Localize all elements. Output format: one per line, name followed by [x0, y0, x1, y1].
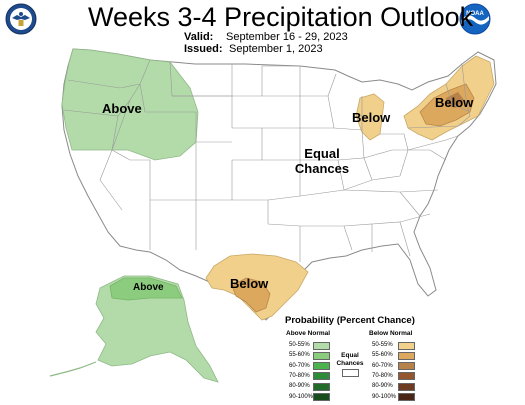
- noaa-logo-text: NOAA: [466, 11, 484, 17]
- label-above-west: Above: [102, 101, 142, 116]
- issued-label: Issued:: [184, 43, 223, 55]
- legend-above-label: 70-80%: [289, 372, 310, 379]
- legend-above-label: 80-90%: [289, 383, 310, 390]
- legend-below-label: 90-100%: [372, 393, 397, 400]
- noaa-eagle-seal-icon: [5, 3, 37, 35]
- label-chances: Chances: [294, 161, 350, 176]
- valid-dates: September 16 - 29, 2023: [226, 31, 348, 43]
- legend-above-label: 60-70%: [289, 362, 310, 369]
- legend-above-swatch: [313, 351, 330, 360]
- northeast-below-center-region: [446, 92, 464, 108]
- legend-above-label: 55-60%: [289, 352, 310, 359]
- legend-below-swatch: [398, 372, 415, 381]
- northeast-below-core-region: [419, 83, 475, 127]
- legend-below-swatch: [398, 351, 415, 360]
- legend-above-swatch: [313, 393, 330, 401]
- texas-below-core-region: [231, 277, 271, 313]
- issued-date: September 1, 2023: [229, 43, 323, 55]
- legend-below-swatch: [398, 362, 415, 371]
- alaska-above-north-region: [109, 277, 183, 301]
- valid-label: Valid:: [184, 31, 214, 43]
- legend-above-label: 50-55%: [289, 342, 310, 348]
- legend-above-swatch: [313, 362, 330, 371]
- label-equal: Equal: [304, 146, 340, 161]
- state-boundaries: [63, 59, 471, 262]
- noaa-globe-logo-icon: NOAA: [459, 3, 491, 35]
- legend-equal-label: Equal: [341, 352, 359, 359]
- legend-chances-label: Chances: [336, 360, 364, 367]
- label-above-alaska: Above: [133, 282, 164, 293]
- legend-title: Probability (Percent Chance): [285, 315, 415, 326]
- legend-below-label: 50-55%: [372, 342, 393, 348]
- legend-below-label: 60-70%: [372, 362, 393, 369]
- legend-equal-swatch: [342, 369, 359, 377]
- label-below-great-lakes: Below: [352, 110, 391, 125]
- legend-above-swatch: [313, 372, 330, 381]
- west-above-region: [61, 48, 199, 161]
- legend-below-swatch: [398, 382, 415, 391]
- legend-above-label: 90-100%: [289, 393, 314, 400]
- legend-below-label: 55-60%: [372, 352, 393, 359]
- alaska-above-region: [95, 275, 219, 383]
- legend-above-swatch: [313, 341, 330, 350]
- page-title: Weeks 3-4 Precipitation Outlook: [88, 2, 474, 32]
- legend-below-heading: Below Normal: [369, 330, 413, 337]
- legend-below-swatch: [398, 393, 415, 401]
- label-below-northeast: Below: [435, 95, 474, 110]
- label-below-texas: Below: [230, 276, 269, 291]
- legend-below-label: 70-80%: [372, 372, 393, 379]
- legend-below-label: 80-90%: [372, 383, 393, 390]
- legend-above-swatch: [313, 382, 330, 391]
- alaska-chain: [49, 361, 97, 377]
- legend-below-swatch: [398, 341, 415, 350]
- legend-above-heading: Above Normal: [286, 330, 331, 337]
